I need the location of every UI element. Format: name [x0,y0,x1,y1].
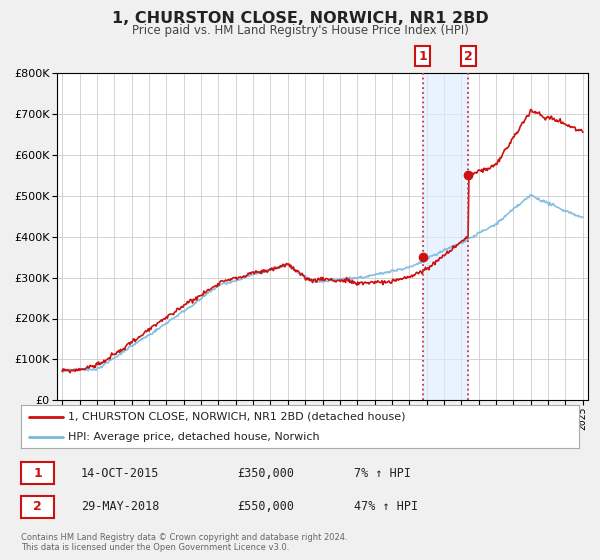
Text: £550,000: £550,000 [237,500,294,514]
Text: 2: 2 [33,500,42,514]
Text: 1, CHURSTON CLOSE, NORWICH, NR1 2BD: 1, CHURSTON CLOSE, NORWICH, NR1 2BD [112,11,488,26]
Text: 1: 1 [33,466,42,480]
Text: 47% ↑ HPI: 47% ↑ HPI [354,500,418,514]
Text: £350,000: £350,000 [237,466,294,480]
Text: 29-MAY-2018: 29-MAY-2018 [81,500,160,514]
Text: Contains HM Land Registry data © Crown copyright and database right 2024.: Contains HM Land Registry data © Crown c… [21,533,347,542]
Text: Price paid vs. HM Land Registry's House Price Index (HPI): Price paid vs. HM Land Registry's House … [131,24,469,36]
Text: 2: 2 [464,49,473,63]
Text: This data is licensed under the Open Government Licence v3.0.: This data is licensed under the Open Gov… [21,543,289,552]
Text: 14-OCT-2015: 14-OCT-2015 [81,466,160,480]
Text: HPI: Average price, detached house, Norwich: HPI: Average price, detached house, Norw… [68,432,320,442]
Text: 1, CHURSTON CLOSE, NORWICH, NR1 2BD (detached house): 1, CHURSTON CLOSE, NORWICH, NR1 2BD (det… [68,412,406,422]
Bar [423,73,469,400]
Text: 1: 1 [419,49,427,63]
Text: 7% ↑ HPI: 7% ↑ HPI [354,466,411,480]
